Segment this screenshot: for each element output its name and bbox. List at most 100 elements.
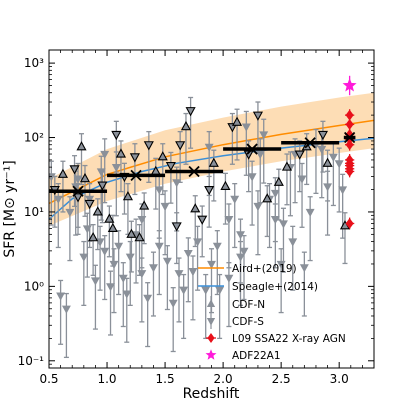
y-tick-label-4: 10³ (24, 56, 44, 70)
cdfn-point-11 (107, 222, 118, 232)
cdfs-point-10 (100, 247, 110, 256)
cdfs-point-26 (183, 249, 193, 259)
binned-point-5 (343, 131, 356, 144)
cdfs-point-31 (212, 242, 222, 251)
cdfs-point-0 (56, 292, 66, 301)
cdfs-point-13 (114, 242, 124, 251)
cdfs-point-68 (154, 186, 164, 195)
y-axis-title: SFR [M⊙ yr⁻¹] (2, 160, 18, 257)
cdfn-point-26 (180, 120, 192, 131)
cdfn-point-6 (84, 199, 95, 210)
legend-cdfs-swatch (206, 318, 216, 326)
cdfn-point-17 (129, 153, 140, 163)
legend-label-2: CDF-N (232, 299, 265, 311)
aird-uncertainty-band (49, 92, 374, 226)
cdfs-point-62 (224, 274, 234, 283)
cdfs-point-12 (109, 260, 119, 269)
cdfn-point-23 (165, 162, 176, 172)
cdfn-point-12 (111, 130, 122, 141)
cdfs-point-1 (61, 305, 71, 314)
cdfn-point-1 (57, 168, 68, 178)
binned-point-0 (72, 185, 84, 197)
x-axis-ticks: 0.5 1.0 1.5 2.0 2.5 3.0 (39, 50, 363, 386)
cdfs-point-37 (255, 150, 265, 160)
cdfn-point-16 (126, 228, 137, 238)
cdfs-point-6 (79, 253, 89, 262)
cdfs-point-53 (160, 202, 170, 212)
cdfs-point-65 (323, 183, 333, 192)
legend-l09-swatch (207, 333, 215, 343)
cdfn-point-42 (317, 130, 328, 141)
cdfn-point-5 (79, 172, 91, 183)
cdfs-point-58 (111, 164, 121, 173)
cdfn-point-31 (208, 157, 219, 167)
binned-point-4 (304, 137, 316, 149)
cdfs-point-56 (85, 195, 95, 204)
cdfn-point-35 (243, 150, 254, 160)
cdfs-point-43 (297, 175, 307, 184)
aird-line (49, 119, 374, 205)
x-tick-label-0: 0.5 (39, 372, 58, 386)
cdfs-point-24 (174, 270, 184, 279)
cdfs-point-18 (137, 270, 147, 279)
cdfs-point-67 (172, 179, 182, 188)
cdfs-point-14 (118, 274, 128, 283)
cdfs-point-57 (73, 175, 83, 184)
legend-label-3: CDF-S (232, 316, 264, 328)
legend-label-5: ADF22A1 (232, 350, 281, 362)
binned-point-1 (130, 169, 142, 182)
cdfn-point-20 (143, 141, 154, 151)
cdfn-point-27 (185, 107, 196, 117)
cdfs-point-33 (230, 195, 240, 204)
cdfn-point-29 (197, 215, 208, 225)
cdfs-point-22 (162, 257, 172, 266)
cdfn-point-39 (281, 161, 293, 171)
cdfs-point-40 (279, 220, 288, 229)
cdfs-point-36 (247, 173, 257, 182)
cdfs-point-4 (65, 208, 75, 217)
cdfs-point-3 (53, 195, 63, 204)
cdfs-point-25 (179, 286, 189, 295)
cdfn-point-36 (252, 111, 263, 121)
l09-point-10 (345, 218, 354, 229)
cdfs-point-21 (154, 242, 164, 251)
cdfn-point-40 (294, 150, 305, 160)
cdfs-point-28 (193, 238, 203, 247)
l09-point-9 (345, 166, 354, 177)
cdfn-point-15 (122, 191, 133, 201)
cdfn-point-22 (157, 151, 168, 161)
cdfn-point-13 (115, 148, 127, 158)
cdfn-point-4 (76, 141, 87, 151)
legend-label-0: Aird+(2019) (232, 263, 297, 275)
legend-label-4: L09 SSA22 X-ray AGN (232, 333, 346, 345)
cdfs-point-29 (201, 286, 211, 295)
cdfs-point-8 (90, 277, 100, 286)
cdfs-point-15 (122, 290, 132, 299)
cdfs-point-9 (95, 238, 105, 247)
cdfs-point-34 (236, 231, 245, 240)
cdfs-point-39 (270, 216, 280, 225)
y-tick-label-3: 10² (24, 131, 44, 145)
cdfs-point-61 (299, 264, 309, 273)
cdfs-point-44 (305, 208, 315, 217)
x-axis-title: Redshift (183, 386, 240, 402)
cdfs-point-49 (338, 186, 348, 195)
legend: Aird+(2019) Speagle+(2014) CDF-N CDF-S L09 S… (198, 263, 346, 362)
cdfs-point-66 (270, 189, 280, 198)
cdfs-point-19 (143, 294, 153, 303)
cdfs-point-46 (317, 145, 327, 155)
cdfs-point-51 (241, 123, 251, 132)
cdfs-point-59 (276, 260, 286, 269)
y-axis-ticks: 10⁻¹ 10⁰ 10¹ 10² 10³ (18, 56, 374, 369)
cdfn-point-10 (104, 213, 115, 223)
cdfn-point-8 (92, 206, 103, 216)
cdfn-point-43 (322, 157, 333, 167)
y-tick-label-2: 10¹ (24, 205, 44, 219)
cdfs-point-54 (137, 216, 147, 225)
y-tick-label-0: 10⁻¹ (18, 354, 45, 368)
y-tick-label-1: 10⁰ (24, 279, 44, 293)
x-tick-label-4: 2.5 (272, 372, 291, 386)
cdfs-point-27 (188, 268, 198, 277)
cdfs-point-64 (215, 286, 225, 295)
